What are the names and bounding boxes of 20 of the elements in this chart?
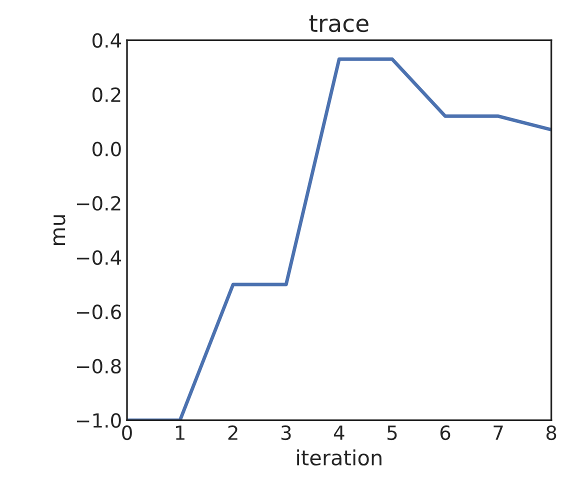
x-tick-label: 8 (546, 425, 556, 440)
x-tick-label: 4 (334, 426, 344, 440)
y-tick-label: −0.8 (76, 358, 121, 374)
x-tick-label: 0 (122, 425, 132, 440)
x-tick-label: 2 (228, 425, 238, 440)
y-tick-label: −0.2 (76, 196, 120, 211)
y-tick-label: 0.2 (92, 87, 120, 102)
y-axis-title: mu (53, 215, 66, 246)
y-tick-label: 0.0 (92, 142, 121, 156)
y-tick-label: −0.4 (76, 250, 122, 265)
x-tick-label: 6 (440, 425, 450, 440)
x-tick-label: 3 (281, 425, 291, 440)
y-tick-label: −1.0 (76, 413, 121, 428)
chart-title: trace (309, 15, 368, 32)
x-tick-label: 7 (494, 426, 503, 440)
x-axis-title: iteration (297, 449, 382, 466)
y-tick-label: 0.4 (92, 33, 122, 48)
x-tick-label: 1 (176, 426, 184, 440)
x-tick-label: 5 (388, 426, 397, 440)
y-tick-label: −0.6 (76, 304, 121, 320)
